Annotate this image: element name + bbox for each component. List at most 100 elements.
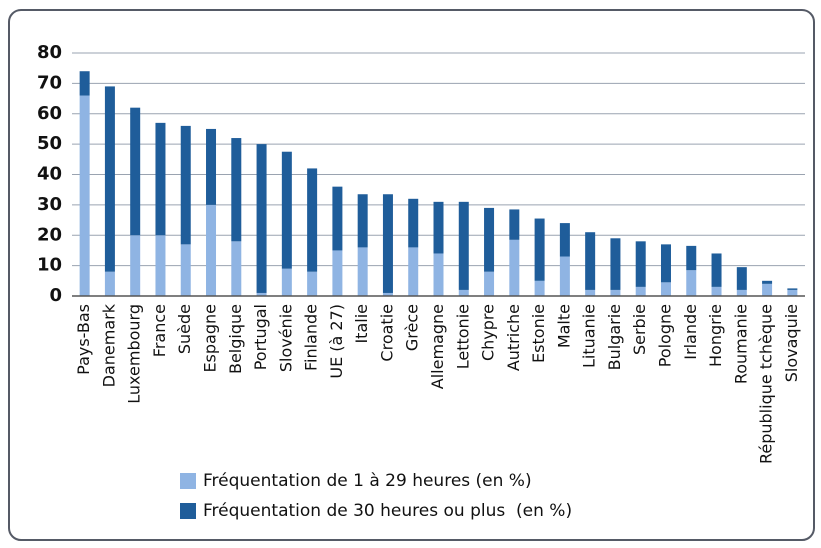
x-tick-label: Estonie [529, 304, 548, 363]
x-tick-label: France [150, 304, 169, 357]
bar-segment [332, 186, 343, 251]
bar-segment [762, 280, 773, 284]
bar-segment [307, 168, 318, 272]
legend-label: Fréquentation de 30 heures ou plus (en %… [203, 501, 572, 521]
x-tick-label: Suède [175, 304, 194, 354]
bar-segment [660, 282, 671, 296]
y-tick-label: 80 [37, 42, 62, 63]
bar-segment [231, 138, 242, 242]
bar-segment [433, 253, 444, 296]
x-tick-label: Bulgarie [605, 304, 624, 370]
bar-segment [787, 289, 798, 296]
bar-segment [458, 201, 469, 290]
legend-swatch [180, 473, 196, 489]
bar-segment [509, 209, 520, 240]
bar-segment [534, 280, 545, 296]
x-tick-label: Finlande [302, 304, 321, 371]
bar-segment [711, 286, 722, 296]
bar-segment [180, 125, 191, 245]
x-tick-label: Lettonie [453, 304, 472, 369]
bar-segment [635, 286, 646, 296]
y-tick-label: 10 [37, 255, 62, 276]
bar-segment [332, 250, 343, 296]
y-tick-label: 50 [37, 133, 62, 154]
bar-segment [281, 151, 292, 269]
bar-segment [231, 241, 242, 296]
x-tick-label: Danemark [99, 303, 118, 387]
x-tick-label: Autriche [504, 304, 523, 371]
bar-segment [711, 253, 722, 287]
bar-segment [408, 247, 419, 296]
y-tick-label: 20 [37, 224, 62, 245]
x-tick-label: Chypre [479, 304, 498, 361]
x-tick-label: Malte [554, 304, 573, 348]
bar-segment [686, 245, 697, 271]
bar-segment [155, 235, 166, 296]
bar-segment [559, 256, 570, 296]
x-tick-label: Pologne [655, 304, 674, 367]
x-tick-label: Lituanie [580, 304, 599, 368]
bar-segment [585, 289, 596, 296]
bar-segment [509, 239, 520, 296]
bar-segment [130, 107, 141, 236]
legend-label: Fréquentation de 1 à 29 heures (en %) [203, 471, 532, 491]
bar-segment [79, 95, 90, 297]
y-tick-label: 70 [37, 72, 62, 93]
bar-segment [155, 122, 166, 236]
x-tick-label: Allemagne [428, 304, 447, 389]
bar-segment [559, 223, 570, 257]
x-tick-label: Croatie [377, 304, 396, 362]
bar-segment [458, 289, 469, 296]
bar-segment [357, 247, 368, 296]
y-tick-label: 40 [37, 164, 62, 185]
bar-segment [357, 194, 368, 248]
bar-segment [534, 218, 545, 281]
x-tick-label: Pays-Bas [74, 304, 93, 375]
x-tick-label: Luxembourg [125, 304, 144, 404]
x-tick-label: Portugal [251, 304, 270, 370]
bar-segment [762, 283, 773, 296]
bar-segment [180, 244, 191, 296]
bar-segment [206, 128, 217, 205]
bar-segment [256, 292, 267, 296]
y-tick-label: 60 [37, 103, 62, 124]
bar-segment [382, 194, 393, 293]
bar-segment [610, 238, 621, 290]
bar-segment [787, 288, 798, 290]
x-tick-label: Slovaquie [782, 304, 801, 382]
bar-segment [433, 201, 444, 254]
bar-segment [130, 235, 141, 296]
x-tick-label: Slovénie [276, 304, 295, 372]
bar-segment [660, 244, 671, 283]
x-tick-label: Espagne [201, 304, 220, 373]
bar-segment [307, 271, 318, 296]
x-tick-label: UE (à 27) [327, 304, 346, 379]
x-tick-label: Serbie [630, 304, 649, 355]
legend-swatch [180, 503, 196, 519]
bar-segment [206, 204, 217, 296]
bar-segment [610, 289, 621, 296]
bar-segment [408, 198, 419, 248]
bar-segment [281, 268, 292, 296]
x-tick-label: Grèce [403, 304, 422, 351]
bar-segment [635, 241, 646, 287]
bar-segment [104, 271, 115, 296]
x-tick-label: Hongrie [706, 304, 725, 367]
bar-segment [256, 144, 267, 293]
bar-segment [736, 267, 747, 290]
x-tick-label: Roumanie [731, 304, 750, 384]
x-tick-label: Belgique [226, 304, 245, 374]
bar-segment [79, 71, 90, 96]
y-tick-label: 30 [37, 194, 62, 215]
bar-segment [585, 232, 596, 290]
bar-segment [686, 270, 697, 296]
bar-segment [736, 289, 747, 296]
y-tick-label: 0 [49, 285, 62, 306]
x-tick-label: République tchèque [757, 304, 776, 464]
bar-segment [484, 271, 495, 296]
bar-segment [382, 292, 393, 296]
bar-segment [484, 207, 495, 272]
x-tick-label: Irlande [681, 304, 700, 360]
x-tick-label: Italie [352, 304, 371, 344]
